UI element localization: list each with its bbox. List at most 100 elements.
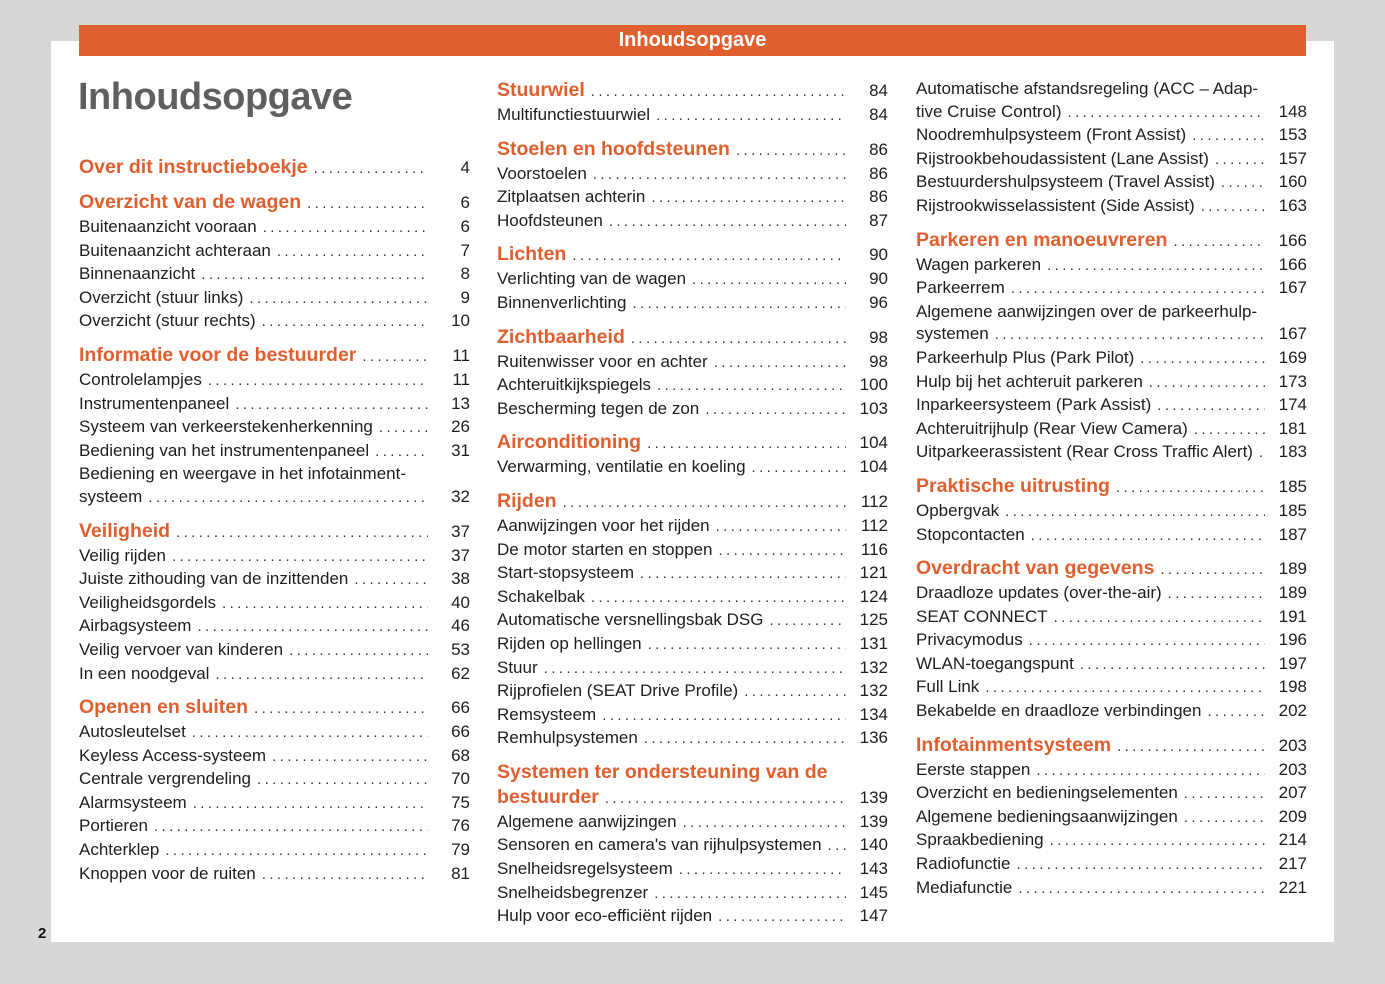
toc-entry[interactable]: In een noodgeval 62 xyxy=(79,663,470,687)
toc-entry[interactable]: Rijden op hellingen 131 xyxy=(497,633,888,657)
dot-leader xyxy=(605,786,846,811)
toc-section: Overzicht van de wagen6Buitenaanzicht vo… xyxy=(79,190,470,334)
toc-entry[interactable]: Full Link 198 xyxy=(916,676,1307,700)
toc-entry[interactable]: Automatische versnellingsbak DSG 125 xyxy=(497,609,888,633)
toc-entry[interactable]: Alarmsysteem 75 xyxy=(79,792,470,816)
toc-entry[interactable]: Opbergvak 185 xyxy=(916,500,1307,524)
toc-entry[interactable]: Autosleutelset 66 xyxy=(79,721,470,745)
toc-entry[interactable]: Draadloze updates (over-the-air) 189 xyxy=(916,582,1307,606)
toc-entry[interactable]: Bescherming tegen de zon 103 xyxy=(497,398,888,422)
toc-entry[interactable]: Knoppen voor de ruiten 81 xyxy=(79,863,470,887)
toc-entry[interactable]: Aanwijzingen voor het rijden 112 xyxy=(497,515,888,539)
toc-entry[interactable]: Inparkeersysteem (Park Assist) 174 xyxy=(916,394,1307,418)
toc-entry[interactable]: Centrale vergrendeling 70 xyxy=(79,768,470,792)
toc-entry[interactable]: Eerste stappen 203 xyxy=(916,759,1307,783)
toc-entry[interactable]: Bestuurdershulpsysteem (Travel Assist) 16… xyxy=(916,171,1307,195)
toc-entry[interactable]: Rijstrookbehoudassistent (Lane Assist) 15… xyxy=(916,148,1307,172)
toc-entry[interactable]: systemen 167 xyxy=(916,323,1307,347)
toc-entry[interactable]: Privacymodus 196 xyxy=(916,629,1307,653)
toc-entry[interactable]: Multifunctiestuurwiel 84 xyxy=(497,104,888,128)
toc-entry[interactable]: Achterklep 79 xyxy=(79,839,470,863)
toc-entry[interactable]: Buitenaanzicht vooraan 6 xyxy=(79,216,470,240)
toc-entry[interactable]: Achteruitrijhulp (Rear View Camera) 181 xyxy=(916,418,1307,442)
toc-entry[interactable]: Veiligheidsgordels 40 xyxy=(79,592,470,616)
toc-entry[interactable]: Bediening van het instrumentenpaneel 31 xyxy=(79,440,470,464)
toc-entry[interactable]: Hulp bij het achteruit parkeren 173 xyxy=(916,371,1307,395)
toc-entry[interactable]: Zitplaatsen achterin 86 xyxy=(497,186,888,210)
toc-entry[interactable]: tive Cruise Control) 148 xyxy=(916,101,1307,125)
toc-heading[interactable]: Rijden 112 xyxy=(497,489,888,515)
toc-entry[interactable]: Portieren 76 xyxy=(79,815,470,839)
toc-heading[interactable]: Lichten 90 xyxy=(497,242,888,268)
toc-entry[interactable]: Remhulpsystemen 136 xyxy=(497,727,888,751)
toc-entry[interactable]: Veilig rijden 37 xyxy=(79,545,470,569)
toc-entry[interactable]: Mediafunctie 221 xyxy=(916,877,1307,901)
toc-entry-line[interactable]: Bediening en weergave in het infotainmen… xyxy=(79,464,406,484)
toc-heading[interactable]: bestuurder 139 xyxy=(497,785,888,811)
toc-entry[interactable]: Uitparkeerassistent (Rear Cross Traffic … xyxy=(916,441,1307,465)
toc-entry[interactable]: SEAT CONNECT 191 xyxy=(916,606,1307,630)
toc-entry[interactable]: Ruitenwisser voor en achter 98 xyxy=(497,351,888,375)
toc-entry[interactable]: Overzicht en bedieningselementen 207 xyxy=(916,782,1307,806)
toc-entry[interactable]: Spraakbediening 214 xyxy=(916,829,1307,853)
toc-entry[interactable]: Parkeerrem 167 xyxy=(916,277,1307,301)
toc-heading[interactable]: Stoelen en hoofdsteunen 86 xyxy=(497,137,888,163)
toc-heading[interactable]: Overdracht van gegevens 189 xyxy=(916,556,1307,582)
toc-entry[interactable]: Wagen parkeren 166 xyxy=(916,254,1307,278)
toc-entry[interactable]: WLAN-toegangspunt 197 xyxy=(916,653,1307,677)
toc-page-number: 202 xyxy=(1278,701,1307,721)
toc-heading[interactable]: Stuurwiel 84 xyxy=(497,78,888,104)
toc-entry[interactable]: Binnenverlichting 96 xyxy=(497,292,888,316)
toc-entry[interactable]: Stuur 132 xyxy=(497,657,888,681)
toc-entry[interactable]: Verwarming, ventilatie en koeling 104 xyxy=(497,456,888,480)
toc-entry[interactable]: Rijstrookwisselassistent (Side Assist) 16… xyxy=(916,195,1307,219)
toc-entry-line[interactable]: Automatische afstandsregeling (ACC – Ada… xyxy=(916,79,1259,98)
toc-heading-line[interactable]: Systemen ter ondersteuning van de xyxy=(497,760,828,783)
toc-entry[interactable]: Hulp voor eco-efficiënt rijden 147 xyxy=(497,905,888,929)
toc-heading[interactable]: Overzicht van de wagen 6 xyxy=(79,190,470,216)
toc-entry[interactable]: Voorstoelen 86 xyxy=(497,163,888,187)
toc-entry[interactable]: Snelheidsregelsysteem 143 xyxy=(497,858,888,882)
toc-entry[interactable]: Verlichting van de wagen 90 xyxy=(497,268,888,292)
toc-heading[interactable]: Infotainmentsysteem 203 xyxy=(916,733,1307,759)
toc-entry[interactable]: Hoofdsteunen 87 xyxy=(497,210,888,234)
toc-heading[interactable]: Praktische uitrusting 185 xyxy=(916,474,1307,500)
toc-entry[interactable]: Sensoren en camera's van rijhulpsystemen… xyxy=(497,834,888,858)
toc-heading[interactable]: Over dit instructieboekje 4 xyxy=(79,155,470,181)
toc-entry[interactable]: Controlelampjes 11 xyxy=(79,369,470,393)
toc-entry[interactable]: Instrumentenpaneel 13 xyxy=(79,393,470,417)
toc-entry[interactable]: Algemene bedieningsaanwijzingen 209 xyxy=(916,806,1307,830)
toc-entry[interactable]: Parkeerhulp Plus (Park Pilot) 169 xyxy=(916,347,1307,371)
toc-heading[interactable]: Veiligheid 37 xyxy=(79,519,470,545)
toc-entry[interactable]: Remsysteem 134 xyxy=(497,704,888,728)
dot-leader xyxy=(1047,255,1265,278)
toc-entry[interactable]: Overzicht (stuur links) 9 xyxy=(79,287,470,311)
toc-entry[interactable]: Buitenaanzicht achteraan 7 xyxy=(79,240,470,264)
toc-entry[interactable]: Stopcontacten 187 xyxy=(916,524,1307,548)
toc-entry[interactable]: Algemene aanwijzingen 139 xyxy=(497,811,888,835)
toc-entry[interactable]: Rijprofielen (SEAT Drive Profile) 132 xyxy=(497,680,888,704)
dot-leader xyxy=(215,664,428,687)
toc-entry[interactable]: Bekabelde en draadloze verbindingen 202 xyxy=(916,700,1307,724)
toc-entry[interactable]: Noodremhulpsysteem (Front Assist) 153 xyxy=(916,124,1307,148)
toc-entry[interactable]: Veilig vervoer van kinderen 53 xyxy=(79,639,470,663)
toc-entry[interactable]: Keyless Access-systeem 68 xyxy=(79,745,470,769)
toc-heading[interactable]: Airconditioning 104 xyxy=(497,430,888,456)
toc-heading[interactable]: Openen en sluiten 66 xyxy=(79,695,470,721)
toc-entry[interactable]: Snelheidsbegrenzer 145 xyxy=(497,882,888,906)
toc-entry[interactable]: Achteruitkijkspiegels 100 xyxy=(497,374,888,398)
toc-entry[interactable]: Airbagsysteem 46 xyxy=(79,615,470,639)
toc-entry[interactable]: Schakelbak 124 xyxy=(497,586,888,610)
toc-heading[interactable]: Informatie voor de bestuurder 11 xyxy=(79,343,470,369)
toc-heading[interactable]: Parkeren en manoeuvreren 166 xyxy=(916,228,1307,254)
toc-entry[interactable]: Overzicht (stuur rechts) 10 xyxy=(79,310,470,334)
toc-entry[interactable]: Juiste zithouding van de inzittenden 38 xyxy=(79,568,470,592)
toc-entry[interactable]: Binnenaanzicht 8 xyxy=(79,263,470,287)
toc-entry[interactable]: systeem 32 xyxy=(79,486,470,510)
toc-entry[interactable]: Start-stopsysteem 121 xyxy=(497,562,888,586)
toc-entry[interactable]: Radiofunctie 217 xyxy=(916,853,1307,877)
toc-heading[interactable]: Zichtbaarheid 98 xyxy=(497,325,888,351)
toc-entry[interactable]: Systeem van verkeerstekenherkenning 26 xyxy=(79,416,470,440)
toc-entry[interactable]: De motor starten en stoppen 116 xyxy=(497,539,888,563)
toc-entry-line[interactable]: Algemene aanwijzingen over de parkeerhul… xyxy=(916,301,1258,321)
